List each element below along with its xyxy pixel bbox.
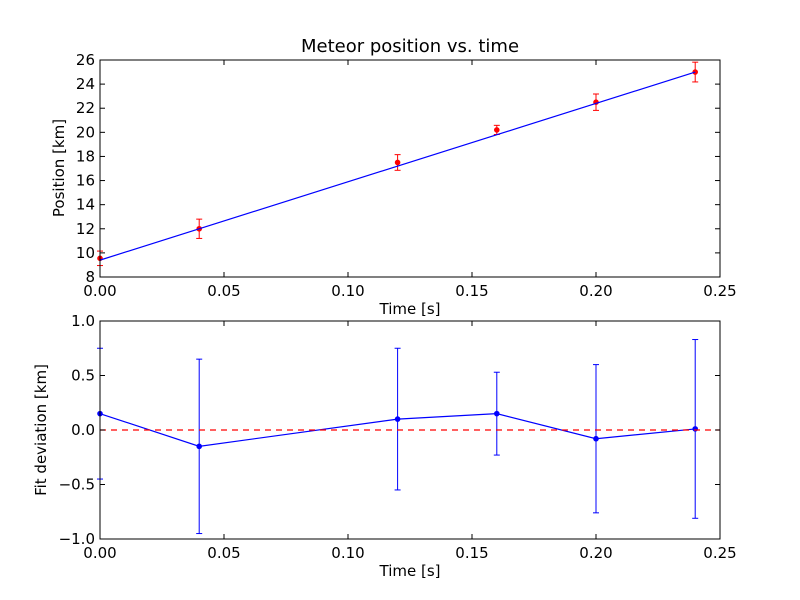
y-tick-label: 26 (76, 51, 95, 69)
y-tick-label: 24 (76, 75, 95, 93)
top-plot-frame (99, 59, 721, 278)
bottom-plot-ylabel: Fit deviation [km] (32, 364, 50, 496)
deviation-line (99, 413, 696, 447)
x-tick-label: 0.15 (455, 544, 488, 562)
x-tick-label: 0.00 (83, 282, 116, 300)
x-tick-label: 0.05 (207, 544, 240, 562)
y-tick-label: −1.0 (59, 530, 95, 548)
top-plot-title: Meteor position vs. time (301, 36, 519, 57)
x-tick-label: 0.20 (579, 282, 612, 300)
y-tick-label: 18 (76, 147, 95, 165)
fit-line (99, 71, 696, 261)
data-point (494, 410, 500, 417)
data-point (494, 127, 500, 133)
x-tick-label: 0.25 (703, 282, 736, 300)
bottom-plot-data (97, 339, 720, 535)
y-tick-label: 22 (76, 99, 95, 117)
top-plot: Meteor position vs. time 0.00 0.05 0.10 0.1… (50, 36, 737, 318)
top-plot-ylabel: Position [km] (50, 119, 68, 217)
y-tick-label: 1.0 (71, 312, 95, 330)
y-tick-label: 10 (76, 244, 95, 262)
y-tick-label: 20 (76, 123, 95, 141)
bottom-plot-ticks: 0.00 0.05 0.10 0.15 0.20 0.25 −1.0 −0.5 0.0 0.5 1.… (59, 312, 737, 562)
x-tick-label: 0.25 (703, 544, 736, 562)
bottom-plot: 0.00 0.05 0.10 0.15 0.20 0.25 −1.0 −0.5 0.0 0.5 1.… (32, 312, 737, 580)
x-tick-label: 0.20 (579, 544, 612, 562)
x-tick-label: 0.05 (207, 282, 240, 300)
x-tick-label: 0.00 (83, 544, 116, 562)
data-point (394, 159, 401, 166)
x-tick-label: 0.15 (455, 282, 488, 300)
y-tick-label: 12 (76, 220, 95, 238)
top-plot-xlabel: Time [s] (379, 300, 441, 318)
data-point (593, 435, 599, 442)
y-tick-label: 16 (76, 172, 95, 190)
data-point (196, 443, 202, 450)
y-tick-label: 0.5 (71, 367, 95, 385)
x-tick-label: 0.10 (331, 282, 364, 300)
y-tick-label: 0.0 (71, 421, 95, 439)
y-tick-label: 8 (85, 268, 95, 286)
data-point (394, 416, 401, 422)
bottom-plot-xlabel: Time [s] (379, 562, 441, 580)
y-tick-label: −0.5 (59, 476, 95, 494)
y-tick-label: 14 (76, 196, 95, 214)
top-plot-ticks: 0.00 0.05 0.10 0.15 0.20 0.25 8 10 12 14 16 18 20 22 2… (76, 51, 737, 300)
x-tick-label: 0.10 (331, 544, 364, 562)
